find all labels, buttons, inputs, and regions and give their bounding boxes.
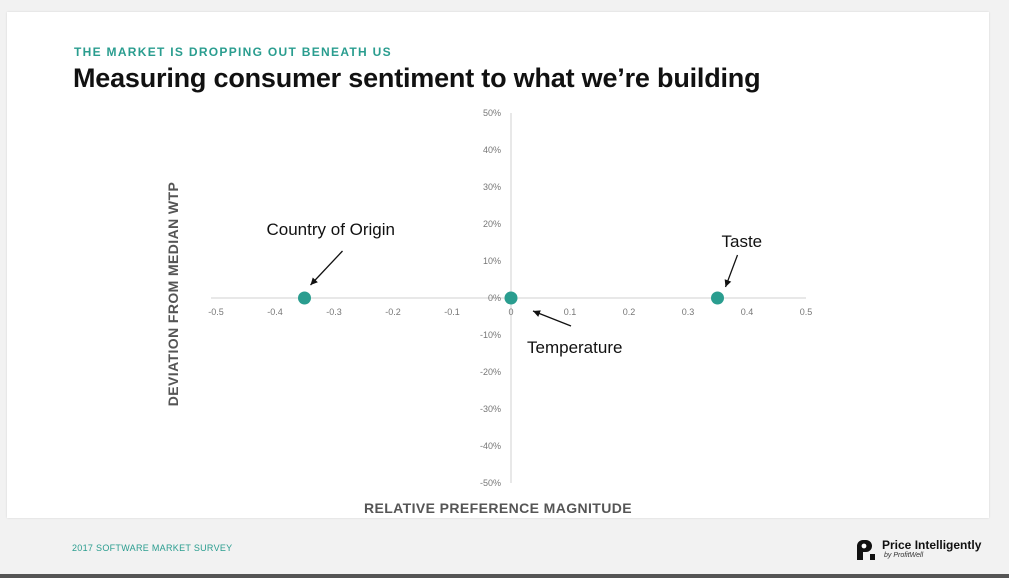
x-tick-label: 0.3 [682, 307, 695, 317]
y-tick-label: -10% [480, 330, 501, 340]
pi-logo-icon [857, 540, 875, 560]
data-label: Country of Origin [267, 220, 396, 239]
data-labels: Country of Origin Temperature Taste [267, 220, 763, 357]
x-tick-labels: -0.5 -0.4 -0.3 -0.2 -0.1 0 0.1 0.2 0.3 0.4 0.5 [208, 307, 812, 317]
annotation-arrowhead [533, 310, 541, 317]
brand-subtitle: by ProfitWell [884, 552, 924, 559]
annotation-arrowhead [310, 277, 318, 285]
y-tick-label: 10% [483, 256, 501, 266]
y-tick-label: -20% [480, 367, 501, 377]
x-tick-label: 0.1 [564, 307, 577, 317]
y-tick-label: -50% [480, 478, 501, 488]
y-tick-label: 20% [483, 219, 501, 229]
data-point [711, 291, 724, 305]
x-tick-label: -0.1 [444, 307, 460, 317]
data-label: Taste [722, 232, 763, 251]
y-tick-label: -40% [480, 441, 501, 451]
x-axis-title: RELATIVE PREFERENCE MAGNITUDE [364, 500, 632, 516]
y-tick-label: 50% [483, 108, 501, 118]
annotation-arrows [310, 250, 739, 327]
annotation-arrow [310, 250, 343, 286]
x-tick-label: -0.5 [208, 307, 224, 317]
brand-name: Price Intelligently [882, 538, 982, 552]
slide [7, 12, 989, 518]
y-axis-title: DEVIATION FROM MEDIAN WTP [165, 182, 181, 406]
brand: Price Intelligently by ProfitWell [855, 537, 995, 565]
x-tick-label: -0.3 [326, 307, 342, 317]
y-tick-label: -30% [480, 404, 501, 414]
data-point [504, 291, 518, 305]
x-tick-label: 0.2 [623, 307, 636, 317]
y-tick-label: 30% [483, 182, 501, 192]
x-tick-label: -0.2 [385, 307, 401, 317]
x-tick-label: 0.4 [741, 307, 754, 317]
slide-kicker: THE MARKET IS DROPPING OUT BENEATH US [74, 45, 392, 59]
y-tick-label: 0% [488, 293, 501, 303]
footer-survey-label: 2017 SOFTWARE MARKET SURVEY [72, 543, 233, 553]
data-point [298, 291, 311, 305]
y-tick-label: 40% [483, 145, 501, 155]
x-tick-label: 0.5 [800, 307, 813, 317]
data-points [298, 291, 724, 305]
x-tick-label: -0.4 [267, 307, 283, 317]
annotation-arrowhead [724, 279, 732, 287]
window-bottom-edge [0, 574, 1009, 578]
y-tick-labels: 50% 40% 30% 20% 10% 0% -10% -20% -30% -40% -50% [480, 108, 501, 488]
slide-title: Measuring consumer sentiment to what we’… [73, 63, 761, 93]
data-label: Temperature [527, 338, 622, 357]
x-tick-label: 0 [508, 307, 513, 317]
